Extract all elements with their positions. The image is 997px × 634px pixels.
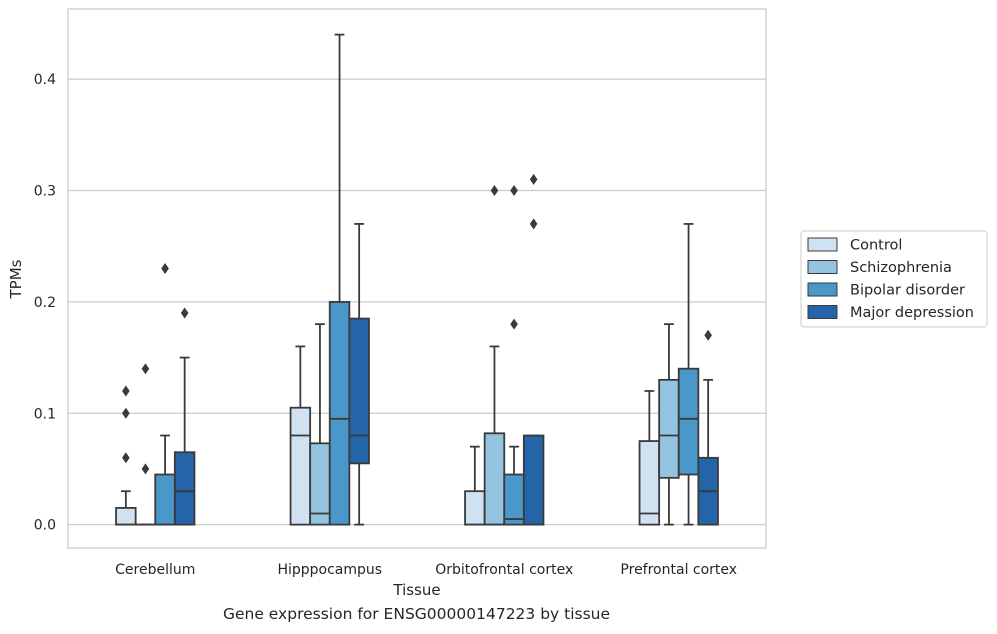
outlier-point xyxy=(122,385,130,397)
box xyxy=(173,451,196,526)
box-major-depression xyxy=(522,173,545,526)
y-tick-labels: 0.0 0.1 0.2 0.3 0.4 xyxy=(34,72,56,533)
box-bipolar-disorder xyxy=(503,185,525,526)
figure-caption: Gene expression for ENSG00000147223 by t… xyxy=(222,605,611,623)
legend-swatch xyxy=(807,260,838,274)
box-schizophrenia xyxy=(309,323,331,526)
box-control xyxy=(464,445,486,526)
x-tick-labels: Cerebellum Hipppocampus Orbitofrontal cort… xyxy=(115,562,737,578)
box-bipolar-disorder xyxy=(328,33,351,526)
box xyxy=(289,406,312,526)
box-schizophrenia xyxy=(134,363,157,526)
x-tick-label: Cerebellum xyxy=(115,562,195,578)
legend-label: Major depression xyxy=(850,305,974,321)
outlier-point xyxy=(141,463,150,475)
outlier-point xyxy=(704,329,712,341)
box-major-depression xyxy=(697,329,719,526)
box-groups xyxy=(115,33,719,526)
x-tick-label: Prefrontal cortex xyxy=(620,562,737,578)
box xyxy=(503,473,525,526)
y-tick-label: 0.4 xyxy=(34,72,56,88)
outlier-point xyxy=(490,185,499,197)
plot-frame xyxy=(67,8,767,549)
legend-label: Schizophrenia xyxy=(850,260,952,276)
legend-item: Bipolar disorder xyxy=(807,282,965,299)
legend-label: Bipolar disorder xyxy=(850,283,965,299)
box-schizophrenia xyxy=(483,185,506,526)
legend-label: Control xyxy=(850,238,902,254)
box xyxy=(464,490,486,526)
y-tick-label: 0.3 xyxy=(34,184,56,200)
box xyxy=(309,442,331,526)
outlier-point xyxy=(510,318,518,330)
box xyxy=(522,434,545,526)
legend-swatch xyxy=(807,237,838,252)
box xyxy=(658,378,680,479)
outlier-point xyxy=(161,262,169,274)
legend-item: Control xyxy=(807,237,902,254)
outlier-point xyxy=(529,173,538,185)
y-tick-label: 0.2 xyxy=(34,295,56,311)
x-tick-label: Orbitofrontal cortex xyxy=(435,562,573,578)
legend-item: Major depression xyxy=(807,305,974,321)
legend-swatch xyxy=(807,282,838,297)
y-axis-label: TPMs xyxy=(7,259,25,299)
box-major-depression xyxy=(173,307,196,526)
box xyxy=(483,432,506,526)
outlier-point xyxy=(529,218,538,230)
outlier-point xyxy=(510,185,518,197)
legend-item: Schizophrenia xyxy=(807,260,952,276)
box xyxy=(348,317,370,465)
outlier-point xyxy=(122,407,130,419)
y-tick-label: 0.0 xyxy=(34,518,56,534)
box-control xyxy=(638,390,661,526)
y-tick-label: 0.1 xyxy=(34,406,56,422)
box xyxy=(677,367,700,476)
box-control xyxy=(289,345,312,526)
box xyxy=(154,473,176,526)
legend-frame xyxy=(800,230,988,328)
box-control xyxy=(115,385,137,526)
x-axis-label: Tissue xyxy=(392,581,440,599)
legend-swatch xyxy=(807,305,838,319)
box xyxy=(638,440,661,526)
box-schizophrenia xyxy=(658,323,680,526)
box-major-depression xyxy=(348,223,370,526)
outlier-point xyxy=(141,363,150,375)
x-tick-label: Hipppocampus xyxy=(277,562,382,578)
legend: Control Schizophrenia Bipolar disorder Majo… xyxy=(800,230,988,328)
outlier-point xyxy=(180,307,189,319)
outlier-point xyxy=(122,452,130,464)
box-bipolar-disorder xyxy=(677,223,700,526)
box xyxy=(115,507,137,526)
box xyxy=(328,300,351,526)
